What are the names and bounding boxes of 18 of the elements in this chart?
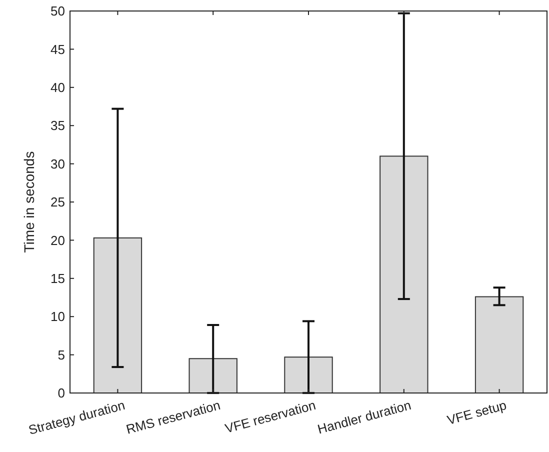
y-tick-label: 35 xyxy=(50,118,65,134)
y-tick-label: 50 xyxy=(50,4,65,19)
bar xyxy=(188,358,238,394)
y-tick-label: 15 xyxy=(50,270,65,286)
x-tick-label: Handler duration xyxy=(316,397,413,437)
y-tick-label: 10 xyxy=(50,309,65,324)
y-tick-label: 45 xyxy=(50,42,65,57)
bar xyxy=(93,237,142,394)
y-tick-label: 30 xyxy=(50,156,65,172)
y-axis-title: Time in seconds xyxy=(21,151,37,253)
x-tick-label: VFE setup xyxy=(446,397,508,428)
y-tick-label: 20 xyxy=(50,232,65,248)
y-tick-label: 40 xyxy=(50,80,65,95)
bar xyxy=(474,296,524,394)
y-tick-label: 25 xyxy=(50,194,65,210)
bar xyxy=(284,356,333,394)
bar xyxy=(380,156,428,394)
y-tick-label: 5 xyxy=(58,347,65,362)
